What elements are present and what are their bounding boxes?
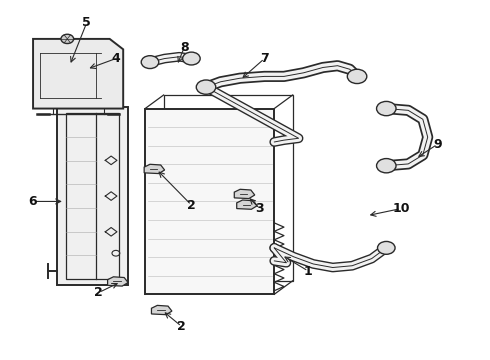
- Text: 2: 2: [177, 320, 186, 333]
- Text: 2: 2: [187, 198, 196, 212]
- Circle shape: [196, 80, 216, 94]
- Circle shape: [376, 102, 396, 116]
- Polygon shape: [145, 109, 274, 294]
- Polygon shape: [151, 305, 172, 315]
- Polygon shape: [108, 277, 128, 286]
- Circle shape: [376, 158, 396, 173]
- Text: 7: 7: [260, 52, 269, 65]
- Text: 6: 6: [29, 195, 37, 208]
- Circle shape: [183, 52, 200, 65]
- Text: 9: 9: [433, 138, 442, 151]
- Text: 4: 4: [112, 52, 120, 65]
- Text: 1: 1: [304, 265, 313, 278]
- Text: 8: 8: [180, 41, 189, 54]
- Text: 2: 2: [95, 286, 103, 299]
- Text: 3: 3: [255, 202, 264, 215]
- Text: 5: 5: [82, 16, 91, 29]
- Circle shape: [141, 56, 159, 68]
- Circle shape: [61, 34, 74, 44]
- Polygon shape: [234, 189, 255, 199]
- Circle shape: [347, 69, 367, 84]
- Polygon shape: [144, 164, 165, 174]
- Polygon shape: [33, 39, 123, 109]
- Polygon shape: [57, 107, 128, 285]
- Text: 10: 10: [392, 202, 410, 215]
- Polygon shape: [237, 200, 257, 209]
- Circle shape: [377, 242, 395, 254]
